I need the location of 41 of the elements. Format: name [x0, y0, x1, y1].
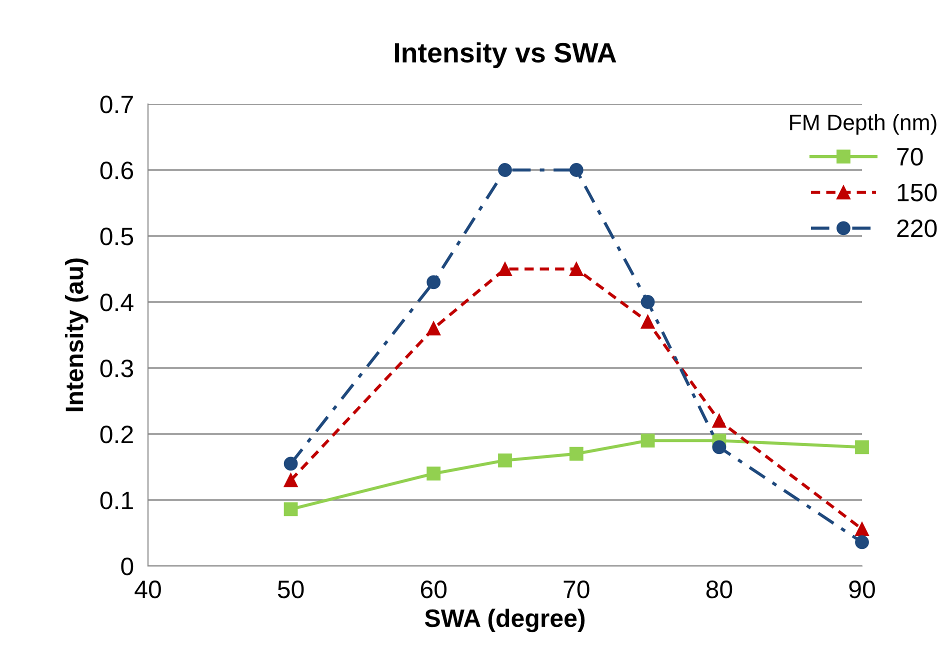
legend-label: 70 — [897, 148, 923, 166]
point — [498, 453, 512, 468]
x-tick-label: 80 — [706, 580, 732, 598]
point — [569, 163, 584, 177]
point — [284, 502, 298, 516]
point — [498, 262, 512, 276]
point — [426, 321, 441, 336]
point — [426, 466, 441, 481]
point — [640, 295, 655, 309]
x-axis-title: SWA (degree) — [424, 608, 585, 632]
point — [855, 535, 869, 550]
x-tick-label: 60 — [420, 580, 447, 598]
legend-label: 150 — [898, 184, 937, 202]
x-tick-label: 50 — [278, 580, 304, 598]
y-tick-label: 0.1 — [100, 492, 133, 510]
y-tick-label: 0.5 — [100, 228, 134, 246]
point — [640, 314, 655, 329]
point — [640, 434, 655, 448]
y-tick-label: 0.6 — [100, 162, 134, 180]
x-tick-label: 90 — [849, 580, 875, 598]
point — [284, 473, 298, 488]
y-tick-label: 0 — [121, 558, 134, 576]
y-tick-label: 0.7 — [100, 96, 133, 114]
x-tick-label: 40 — [134, 580, 161, 598]
point — [569, 446, 584, 461]
y-tick-label: 0.3 — [100, 360, 134, 378]
point — [498, 163, 512, 177]
legend-title: FM Depth (nm) — [790, 114, 936, 135]
x-tick-label: 70 — [564, 580, 590, 598]
legend-label: 220 — [897, 219, 937, 238]
point — [855, 440, 869, 454]
y-tick-label: 0.2 — [100, 426, 133, 444]
y-tick-label: 0.4 — [100, 294, 134, 312]
point — [426, 275, 441, 290]
chart-title: Intensity vs SWA — [394, 42, 616, 68]
point — [855, 522, 869, 536]
point — [569, 262, 584, 276]
point — [712, 440, 726, 454]
point — [712, 414, 726, 428]
y-axis-title: Intensity (au) — [64, 258, 88, 412]
point — [284, 456, 298, 471]
